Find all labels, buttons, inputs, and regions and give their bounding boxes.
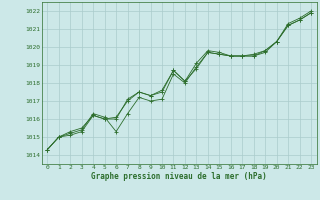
X-axis label: Graphe pression niveau de la mer (hPa): Graphe pression niveau de la mer (hPa) — [91, 172, 267, 181]
